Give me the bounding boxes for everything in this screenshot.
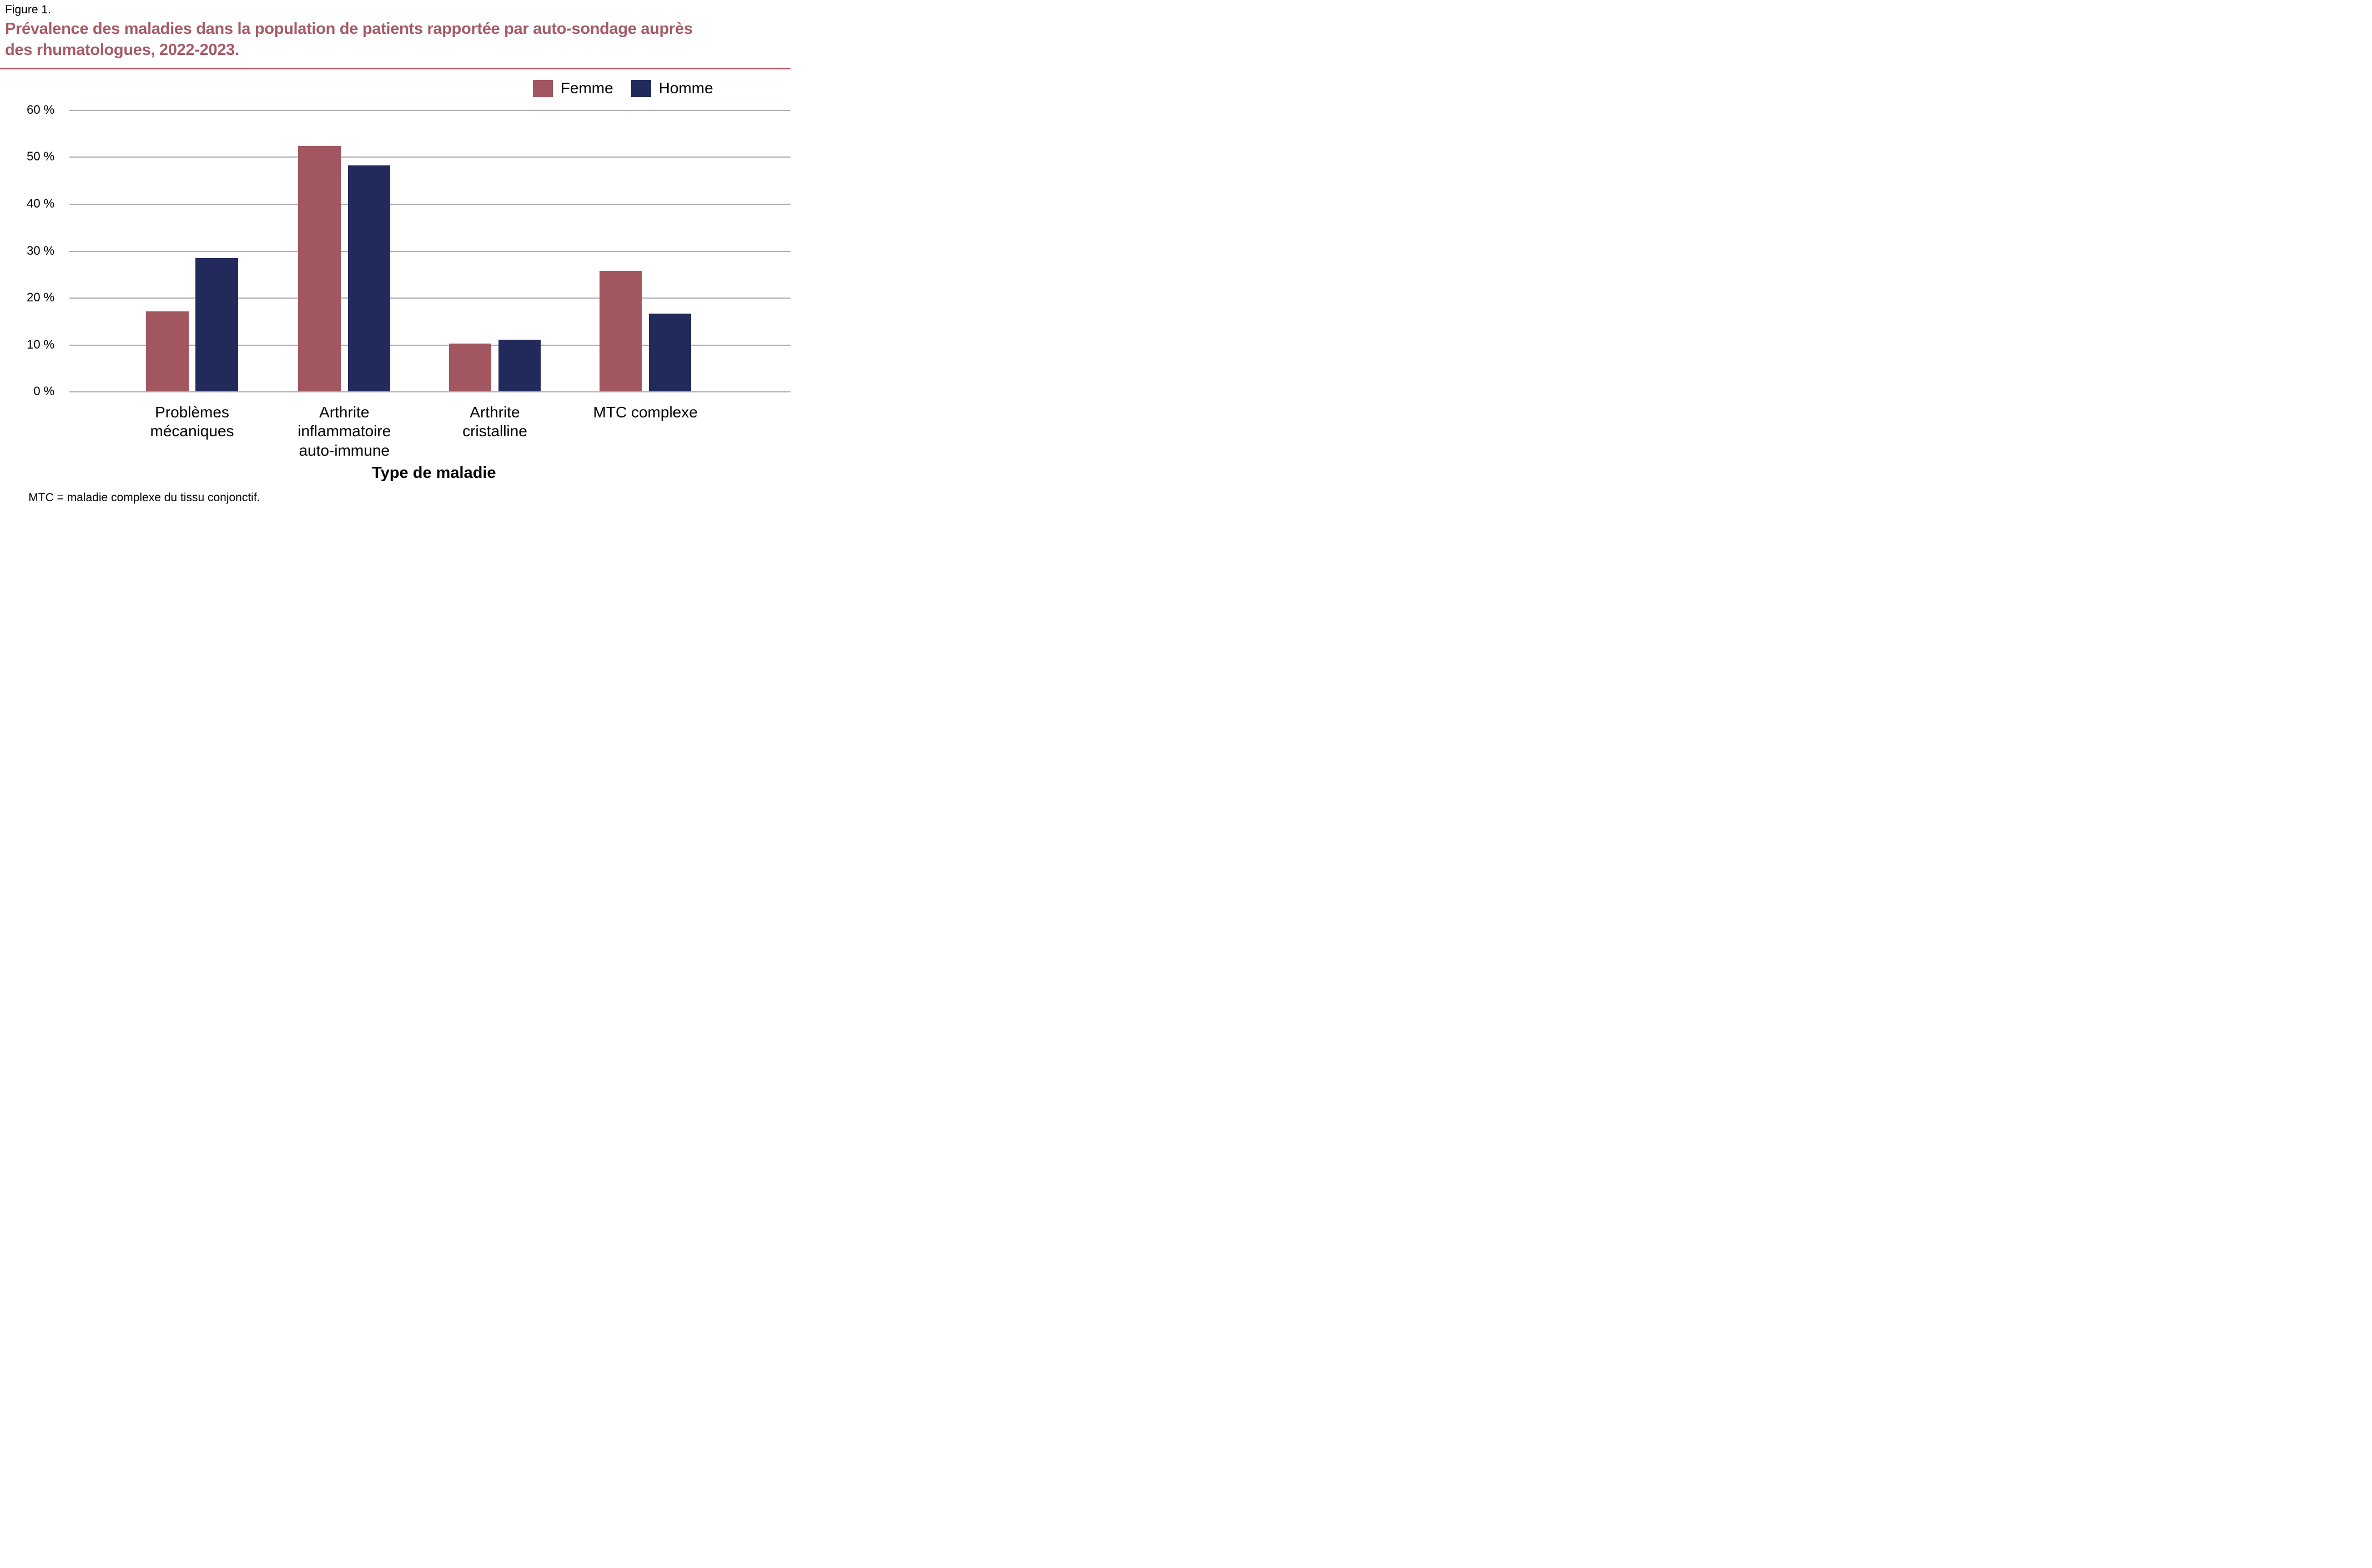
y-tick-label-50: 50 % <box>27 149 55 164</box>
bar-femme-category-3 <box>449 343 491 392</box>
gridline-60pct <box>69 109 790 111</box>
gridline-20pct <box>69 298 790 299</box>
y-tick-label-20: 20 % <box>27 290 55 305</box>
gridline-40pct <box>69 203 790 205</box>
y-tick-label-10: 10 % <box>27 337 55 351</box>
footnote: MTC = maladie complexe du tissu conjonct… <box>28 491 260 504</box>
legend-label-femme: Femme <box>560 79 613 97</box>
x-category-label-1: Problèmes mécaniques <box>150 404 234 440</box>
gridline-50pct <box>69 157 790 158</box>
x-category-label-3: Arthrite cristalline <box>462 404 527 440</box>
figure-page: Figure 1. Prévalence des maladies dans l… <box>0 0 790 523</box>
figure-title-line2: des rhumatologues, 2022-2023. <box>5 41 239 59</box>
y-tick-label-40: 40 % <box>27 196 55 210</box>
legend-label-homme: Homme <box>658 79 713 97</box>
figure-title-line1: Prévalence des maladies dans la populati… <box>5 20 693 38</box>
bar-femme-category-2 <box>298 145 341 392</box>
bar-homme-category-3 <box>498 340 541 392</box>
chart-legend: Femme Homme <box>532 79 713 97</box>
bar-homme-category-4 <box>649 313 692 392</box>
gridline-10pct <box>69 344 790 346</box>
legend-swatch-homme <box>631 79 651 97</box>
x-category-label-4: MTC complexe <box>593 404 698 421</box>
bar-chart: 0 % 10 % 20 % 30 % 40 % 50 % 60 % Problèmes méc… <box>0 0 790 523</box>
bar-femme-category-1 <box>146 311 189 392</box>
title-rule <box>0 68 790 69</box>
y-tick-label-60: 60 % <box>27 102 55 117</box>
figure-title: Prévalence des maladies dans la populati… <box>5 18 693 61</box>
x-axis-title: Type de maladie <box>372 463 496 482</box>
figure-label: Figure 1. <box>5 3 51 16</box>
legend-item-femme: Femme <box>532 79 613 97</box>
legend-swatch-femme <box>532 79 553 97</box>
x-category-label-2: Arthrite inflammatoire auto-immune <box>298 404 391 459</box>
gridline-30pct <box>69 250 790 252</box>
bar-homme-category-2 <box>348 165 390 392</box>
bar-femme-category-4 <box>599 270 642 392</box>
bar-homme-category-1 <box>195 258 238 392</box>
y-tick-label-0: 0 % <box>33 384 55 399</box>
legend-item-homme: Homme <box>631 79 713 97</box>
gridline-0pct <box>69 391 790 393</box>
y-tick-label-30: 30 % <box>27 243 55 258</box>
